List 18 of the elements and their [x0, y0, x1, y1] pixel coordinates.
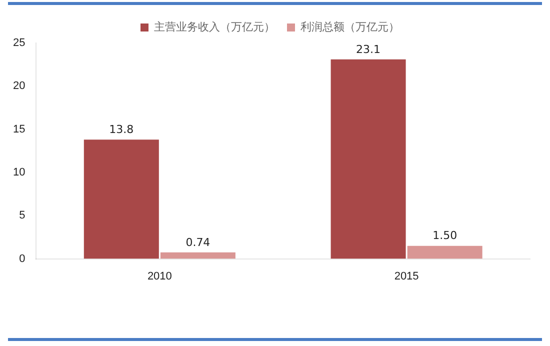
data-label: 13.8 [109, 123, 134, 136]
bar [407, 246, 482, 259]
bar [330, 59, 406, 259]
legend-label: 利润总额（万亿元） [300, 20, 400, 34]
bar [160, 252, 236, 259]
y-tick-label: 15 [12, 123, 26, 136]
y-tick-label: 5 [19, 210, 26, 222]
data-label: 0.74 [186, 236, 210, 249]
y-tick-label: 10 [12, 166, 26, 179]
x-tick-label: 2015 [394, 270, 419, 282]
data-label: 1.50 [432, 229, 458, 242]
y-tick-label: 0 [19, 252, 26, 265]
data-label: 23.1 [356, 42, 381, 56]
x-tick-label: 2010 [147, 270, 172, 282]
y-tick-label: 20 [12, 80, 26, 92]
bar [84, 140, 159, 259]
y-tick-label: 25 [12, 37, 26, 50]
legend-label: 主营业务收入（万亿元） [154, 20, 275, 34]
